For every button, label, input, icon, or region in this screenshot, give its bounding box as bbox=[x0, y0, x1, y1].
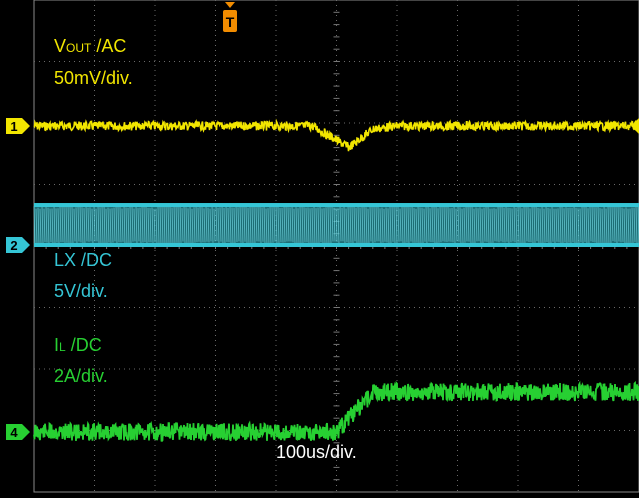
ch2-high-edge bbox=[34, 203, 639, 208]
ch1-right-marker bbox=[631, 118, 639, 134]
ch2-switching-noise bbox=[33, 204, 639, 246]
ch2-marker-label: 2 bbox=[10, 238, 17, 253]
trigger-arrow-icon bbox=[225, 2, 235, 8]
ch4-scale: 2A/div. bbox=[54, 366, 108, 386]
ch1-trace bbox=[33, 118, 639, 152]
ch4-marker-label: 4 bbox=[10, 425, 18, 440]
channel-markers: 1 2 4 T bbox=[6, 2, 639, 440]
ch1-label: VOUT /AC bbox=[54, 36, 126, 58]
ch1-name-main: V bbox=[54, 36, 67, 56]
ch1-coupling: /AC bbox=[91, 36, 127, 56]
ch1-marker bbox=[6, 118, 30, 134]
ch2-label: LX /DC bbox=[54, 250, 112, 272]
ch4-name-sub: L bbox=[59, 340, 66, 354]
trigger-badge bbox=[223, 10, 237, 32]
ch1-marker-label: 1 bbox=[10, 119, 17, 134]
ch4-coupling: /DC bbox=[65, 335, 102, 355]
ch2-name-main: LX bbox=[54, 250, 77, 270]
ch4-marker bbox=[6, 424, 30, 440]
ch2-scale: 5V/div. bbox=[54, 281, 108, 301]
trigger-badge-label: T bbox=[226, 14, 235, 30]
ch4-label: IL /DC bbox=[54, 335, 102, 357]
traces bbox=[33, 118, 639, 442]
ch4-name-main: I bbox=[54, 335, 60, 355]
ch1-name-sub: OUT bbox=[66, 41, 92, 55]
ch2-low-edge bbox=[34, 243, 639, 247]
ch2-coupling: /DC bbox=[76, 250, 113, 270]
ch2-marker bbox=[6, 237, 30, 253]
time-scale-label: 100us/div. bbox=[276, 442, 357, 462]
ch1-scale: 50mV/div. bbox=[54, 68, 133, 88]
ch4-trace bbox=[33, 380, 639, 442]
